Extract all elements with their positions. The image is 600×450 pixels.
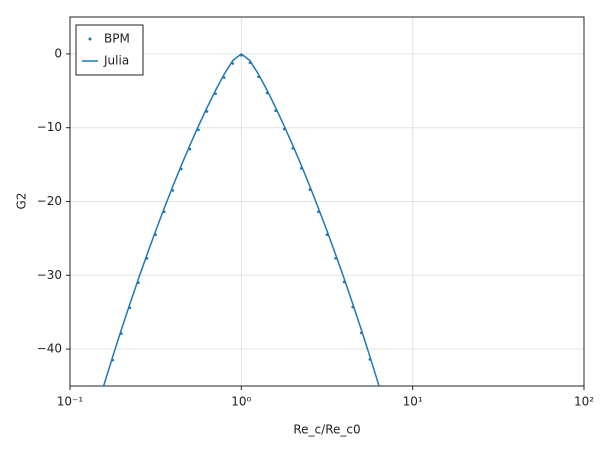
x-tick-label: 10² bbox=[574, 395, 594, 409]
data-point bbox=[103, 386, 106, 389]
y-tick-label: −20 bbox=[37, 194, 62, 208]
y-tick-label: −10 bbox=[37, 120, 62, 134]
data-point bbox=[205, 110, 209, 113]
plot-area bbox=[102, 52, 380, 389]
y-axis-label: G2 bbox=[15, 193, 29, 210]
legend-label: Julia bbox=[103, 54, 129, 68]
legend-marker bbox=[88, 37, 92, 41]
x-tick-label: 10⁻¹ bbox=[57, 395, 84, 409]
x-tick-label: 10⁰ bbox=[231, 395, 251, 409]
plot-frame bbox=[69, 16, 585, 387]
y-tick-label: 0 bbox=[54, 46, 62, 60]
legend-label: BPM bbox=[104, 32, 130, 46]
y-tick-label: −30 bbox=[37, 268, 62, 282]
x-axis-label: Re_c/Re_c0 bbox=[293, 423, 360, 437]
data-point bbox=[197, 128, 200, 132]
x-tick-label: 10¹ bbox=[403, 395, 423, 409]
data-line bbox=[102, 52, 380, 386]
y-tick-label: −40 bbox=[37, 342, 62, 356]
legend-box bbox=[75, 24, 144, 76]
